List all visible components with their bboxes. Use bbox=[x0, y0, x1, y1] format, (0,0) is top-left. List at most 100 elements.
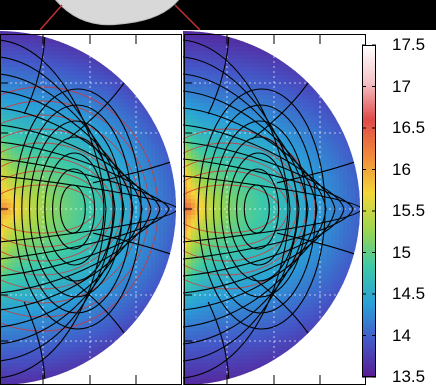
heatmap-cell bbox=[191, 211, 196, 216]
heatmap-cell bbox=[355, 195, 360, 200]
heatmap-cell bbox=[83, 99, 88, 104]
heatmap-cell bbox=[55, 51, 60, 56]
heatmap-cell bbox=[267, 91, 272, 96]
heatmap-cell bbox=[191, 119, 196, 124]
heatmap-cell bbox=[123, 167, 128, 172]
heatmap-cell bbox=[35, 103, 40, 108]
heatmap-cell bbox=[263, 55, 268, 60]
heatmap-cell bbox=[339, 171, 344, 176]
heatmap-cell bbox=[47, 371, 52, 376]
heatmap-cell bbox=[167, 187, 172, 192]
heatmap-cell bbox=[235, 43, 240, 48]
heatmap-cell bbox=[79, 215, 84, 220]
heatmap-cell bbox=[323, 119, 328, 124]
heatmap-cell bbox=[327, 179, 332, 184]
heatmap-cell bbox=[91, 67, 96, 72]
heatmap-cell bbox=[23, 263, 28, 268]
heatmap-cell bbox=[143, 203, 148, 208]
heatmap-cell bbox=[243, 67, 248, 72]
heatmap-cell bbox=[327, 155, 332, 160]
heatmap-cell bbox=[271, 99, 276, 104]
heatmap-cell bbox=[127, 315, 132, 320]
heatmap-cell bbox=[127, 95, 132, 100]
heatmap-cell bbox=[183, 119, 188, 124]
heatmap-cell bbox=[127, 295, 132, 300]
heatmap-cell bbox=[83, 335, 88, 340]
heatmap-cell bbox=[139, 315, 144, 320]
heatmap-cell bbox=[195, 63, 200, 68]
heatmap-cell bbox=[311, 147, 316, 152]
heatmap-cell bbox=[231, 211, 236, 216]
heatmap-cell bbox=[55, 311, 60, 316]
heatmap-cell bbox=[311, 107, 316, 112]
heatmap-cell bbox=[203, 119, 208, 124]
heatmap-cell bbox=[191, 99, 196, 104]
heatmap-cell bbox=[339, 143, 344, 148]
heatmap-cell bbox=[311, 103, 316, 108]
heatmap-cell bbox=[71, 235, 76, 240]
heatmap-cell bbox=[75, 139, 80, 144]
heatmap-cell bbox=[239, 63, 244, 68]
heatmap-cell bbox=[159, 275, 164, 280]
heatmap-cell bbox=[155, 127, 160, 132]
heatmap-cell bbox=[63, 239, 68, 244]
heatmap-cell bbox=[11, 247, 16, 252]
heatmap-cell bbox=[327, 171, 332, 176]
heatmap-cell bbox=[31, 63, 36, 68]
heatmap-cell bbox=[295, 83, 300, 88]
heatmap-cell bbox=[111, 147, 116, 152]
heatmap-cell bbox=[251, 55, 256, 60]
heatmap-cell bbox=[115, 107, 120, 112]
heatmap-cell bbox=[59, 59, 64, 64]
heatmap-cell bbox=[299, 147, 304, 152]
heatmap-cell bbox=[11, 163, 16, 168]
heatmap-cell bbox=[107, 331, 112, 336]
heatmap-cell bbox=[123, 91, 128, 96]
heatmap-cell bbox=[235, 35, 240, 40]
heatmap-cell bbox=[119, 75, 124, 80]
heatmap-cell bbox=[43, 171, 48, 176]
heatmap-cell bbox=[131, 163, 136, 168]
heatmap-cell bbox=[231, 71, 236, 76]
heatmap-cell bbox=[283, 87, 288, 92]
heatmap-cell bbox=[163, 231, 168, 236]
heatmap-cell bbox=[51, 275, 56, 280]
heatmap-cell bbox=[79, 71, 84, 76]
heatmap-cell bbox=[307, 87, 312, 92]
heatmap-cell bbox=[55, 35, 60, 40]
heatmap-cell bbox=[119, 311, 124, 316]
heatmap-cell bbox=[35, 355, 40, 360]
heatmap-cell bbox=[291, 87, 296, 92]
heatmap-cell bbox=[27, 375, 32, 380]
heatmap-cell bbox=[67, 39, 72, 44]
heatmap-cell bbox=[203, 47, 208, 52]
heatmap-cell bbox=[295, 119, 300, 124]
heatmap-cell bbox=[259, 43, 264, 48]
heatmap-cell bbox=[307, 143, 312, 148]
heatmap-cell bbox=[143, 283, 148, 288]
heatmap-cell bbox=[239, 195, 244, 200]
heatmap-cell bbox=[299, 107, 304, 112]
heatmap-cell bbox=[335, 115, 340, 120]
heatmap-cell bbox=[167, 263, 172, 268]
heatmap-cell bbox=[75, 343, 80, 348]
heatmap-cell bbox=[19, 119, 24, 124]
heatmap-cell bbox=[191, 87, 196, 92]
heatmap-cell bbox=[279, 195, 284, 200]
heatmap-cell bbox=[263, 211, 268, 216]
heatmap-cell bbox=[131, 127, 136, 132]
heatmap-cell bbox=[291, 83, 296, 88]
heatmap-cell bbox=[335, 179, 340, 184]
heatmap-cell bbox=[275, 95, 280, 100]
heatmap-cell bbox=[95, 235, 100, 240]
heatmap-cell bbox=[31, 55, 36, 60]
heatmap-cell bbox=[247, 59, 252, 64]
heatmap-cell bbox=[3, 95, 8, 100]
heatmap-cell bbox=[115, 339, 120, 344]
heatmap-cell bbox=[131, 319, 136, 324]
heatmap-cell bbox=[195, 211, 200, 216]
heatmap-cell bbox=[303, 135, 308, 140]
heatmap-cell bbox=[195, 111, 200, 116]
heatmap-cell bbox=[23, 379, 28, 384]
heatmap-cell bbox=[83, 47, 88, 52]
